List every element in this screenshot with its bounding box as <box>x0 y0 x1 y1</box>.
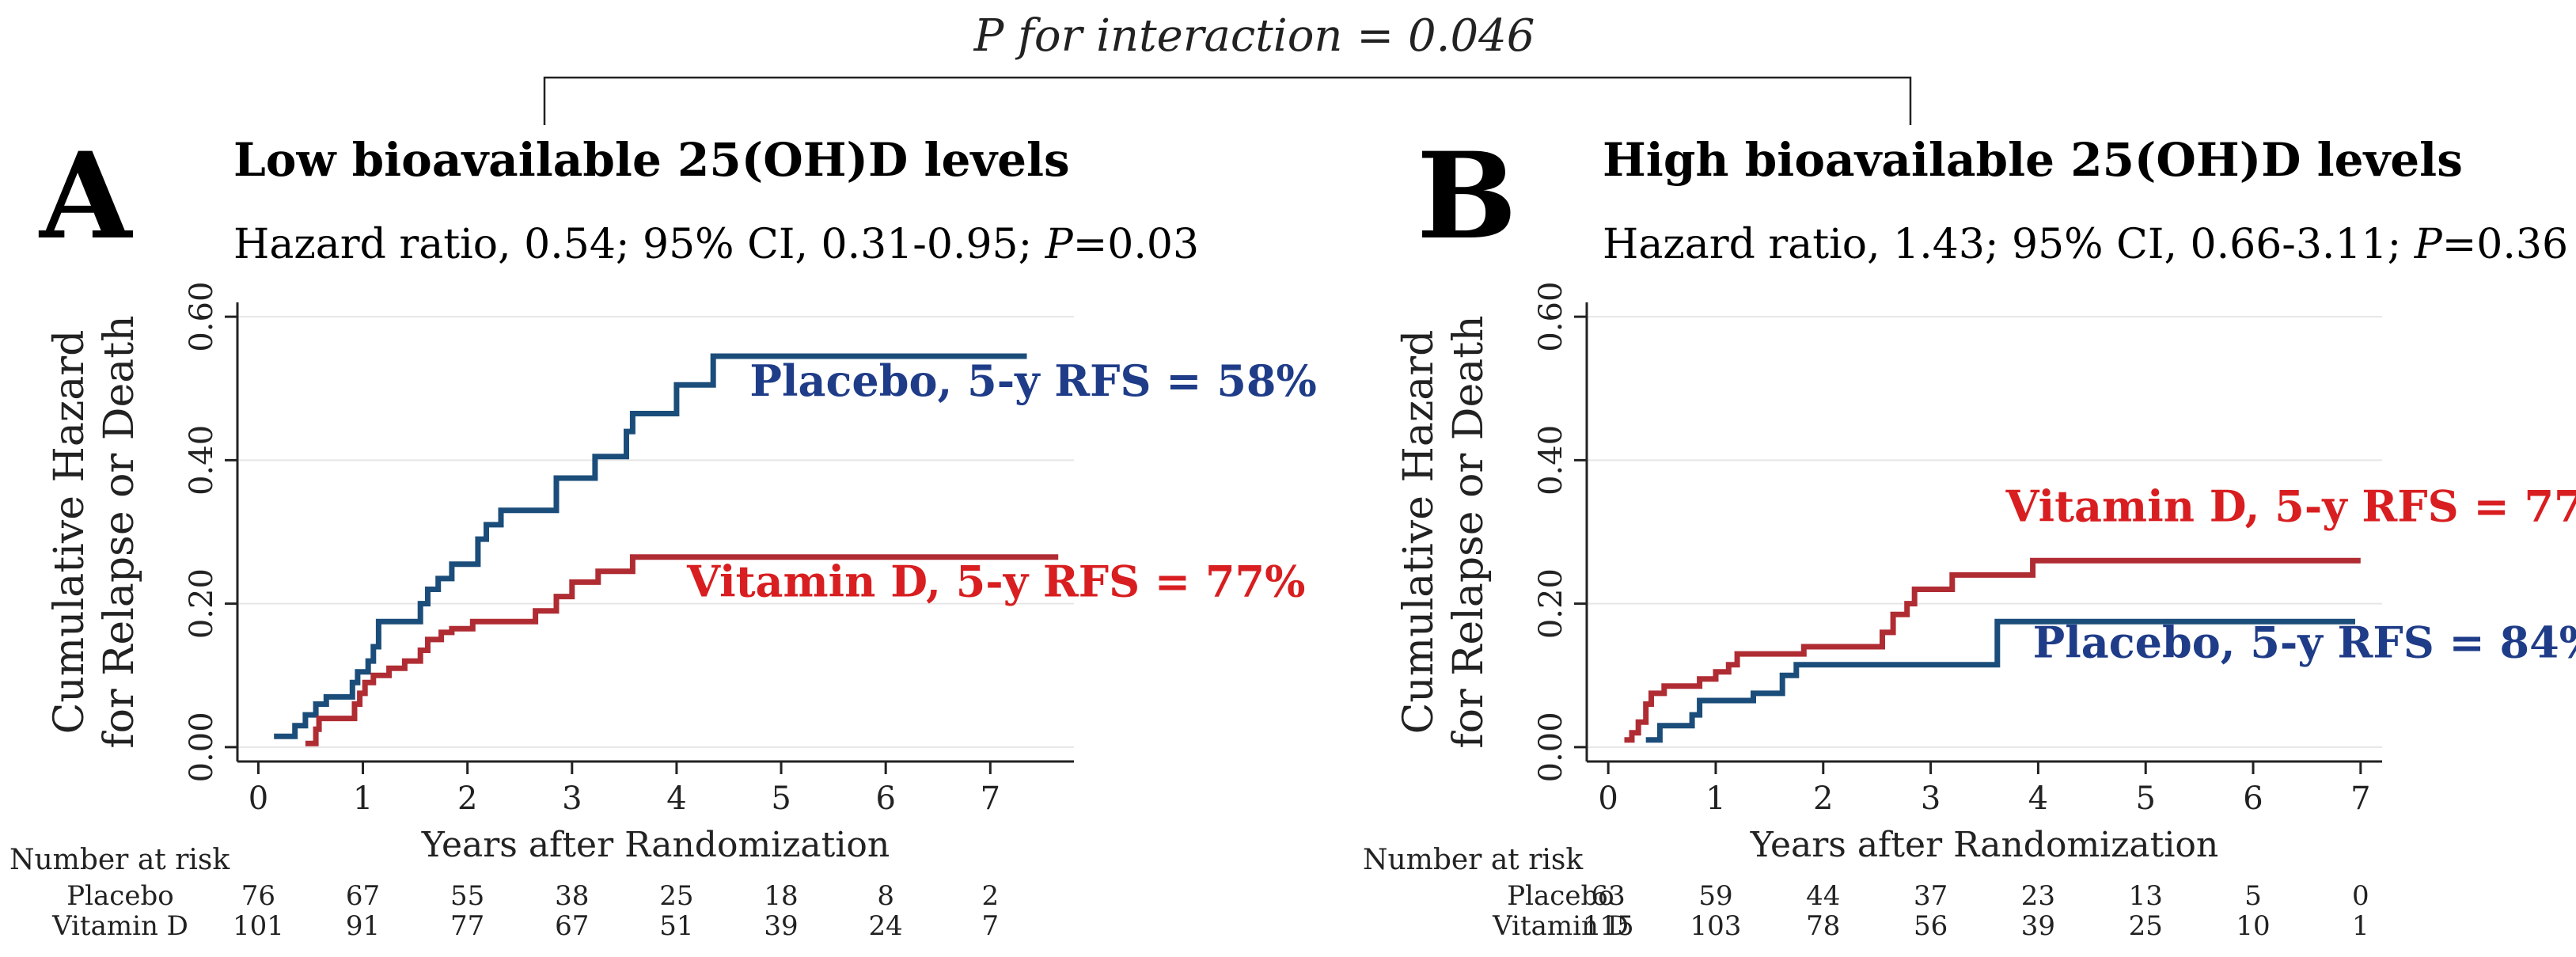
risk-count: 55 <box>450 880 484 912</box>
x-tick-label: 6 <box>2243 780 2263 817</box>
risk-count: 38 <box>555 880 589 912</box>
y-tick-label: 0.20 <box>184 568 220 639</box>
risk-count: 78 <box>1806 910 1840 942</box>
p-value: =0.36 <box>2442 221 2568 268</box>
y-tick-label: 0.00 <box>1533 712 1569 782</box>
x-tick-label: 6 <box>875 780 895 817</box>
hazard-ratio-prefix: Hazard ratio, 1.43; 95% CI, 0.66-3.11; <box>1603 221 2415 268</box>
risk-count: 5 <box>2244 880 2262 912</box>
y-tick-label: 0.40 <box>1533 425 1569 496</box>
y-axis-title-line1: Cumulative Hazard <box>1395 330 1443 735</box>
hazard-ratio-text: Hazard ratio, 0.54; 95% CI, 0.31-0.95; P… <box>233 221 1199 268</box>
risk-count: 115 <box>1583 910 1634 942</box>
risk-count: 91 <box>346 910 380 942</box>
risk-row-label: Placebo <box>1507 880 1614 912</box>
x-tick-label: 3 <box>1921 780 1941 817</box>
p-symbol: P <box>1045 221 1074 268</box>
x-tick-label: 2 <box>1813 780 1833 817</box>
y-axis-title-line1: Cumulative Hazard <box>46 330 93 735</box>
risk-count: 59 <box>1698 880 1732 912</box>
risk-count: 76 <box>241 880 275 912</box>
y-tick-label: 0.60 <box>184 282 220 352</box>
risk-count: 23 <box>2021 880 2055 912</box>
risk-count: 7 <box>981 910 999 942</box>
risk-count: 51 <box>659 910 693 942</box>
y-axis-title-line2: for Relapse or Death <box>96 315 143 748</box>
risk-count: 1 <box>2352 910 2369 942</box>
x-tick-label: 1 <box>353 780 373 817</box>
x-tick-label: 2 <box>457 780 477 817</box>
panel-title: High bioavailable 25(OH)D levels <box>1603 133 2463 187</box>
series-label-vitamin-d: Vitamin D, 5-y RFS = 77% <box>686 556 1305 607</box>
risk-count: 39 <box>2021 910 2055 942</box>
risk-count: 25 <box>659 880 693 912</box>
hazard-ratio-text: Hazard ratio, 1.43; 95% CI, 0.66-3.11; P… <box>1603 221 2568 268</box>
series-label-placebo: Placebo, 5-y RFS = 84% <box>2033 617 2576 668</box>
x-tick-label: 1 <box>1705 780 1725 817</box>
x-tick-label: 4 <box>2028 780 2048 817</box>
p-value: =0.03 <box>1073 221 1199 268</box>
risk-count: 0 <box>2352 880 2369 912</box>
x-axis-title: Years after Randomization <box>421 825 890 865</box>
risk-count: 77 <box>450 910 484 942</box>
y-tick-label: 0.40 <box>184 425 220 496</box>
risk-count: 24 <box>869 910 903 942</box>
risk-count: 56 <box>1914 910 1948 942</box>
risk-table-heading: Number at risk <box>9 844 230 876</box>
x-tick-label: 0 <box>1598 780 1618 817</box>
x-tick-label: 4 <box>666 780 686 817</box>
panel-letter: B <box>1417 127 1517 266</box>
panel-a: A Low bioavailable 25(OH)D levels Hazard r… <box>9 127 1317 942</box>
x-tick-label: 0 <box>248 780 268 817</box>
y-axis-title-line2: for Relapse or Death <box>1445 315 1493 748</box>
panel-letter: A <box>38 127 134 266</box>
y-tick-label: 0.60 <box>1533 282 1569 352</box>
panel-title: Low bioavailable 25(OH)D levels <box>233 133 1070 187</box>
risk-count: 67 <box>346 880 380 912</box>
series-label-vitamin-d: Vitamin D, 5-y RFS = 77% <box>2005 480 2576 531</box>
x-tick-label: 7 <box>981 780 1000 817</box>
x-tick-label: 5 <box>771 780 791 817</box>
x-tick-label: 7 <box>2350 780 2370 817</box>
risk-count: 13 <box>2129 880 2163 912</box>
x-axis-title: Years after Randomization <box>1750 825 2219 865</box>
series-label-placebo: Placebo, 5-y RFS = 58% <box>749 355 1316 406</box>
km-curve-placebo <box>1645 618 2355 743</box>
risk-count: 37 <box>1914 880 1948 912</box>
risk-count: 44 <box>1806 880 1840 912</box>
risk-count: 18 <box>764 880 798 912</box>
risk-row-label: Vitamin D <box>51 910 188 942</box>
risk-count: 67 <box>555 910 589 942</box>
interaction-bracket: P for interaction = 0.046 <box>543 10 1912 125</box>
interaction-label: P for interaction = 0.046 <box>973 10 1535 62</box>
risk-count: 8 <box>877 880 894 912</box>
km-curve-vitamin-d <box>305 554 1059 746</box>
risk-count: 39 <box>764 910 798 942</box>
risk-row-label: Vitamin D <box>1492 910 1629 942</box>
risk-count: 103 <box>1690 910 1742 942</box>
risk-count: 2 <box>981 880 999 912</box>
risk-count: 63 <box>1592 880 1626 912</box>
x-tick-label: 3 <box>562 780 582 817</box>
p-symbol: P <box>2414 221 2443 268</box>
risk-count: 25 <box>2129 910 2163 942</box>
risk-table-heading: Number at risk <box>1363 844 1584 876</box>
risk-count: 101 <box>233 910 284 942</box>
risk-count: 10 <box>2236 910 2270 942</box>
panel-b: B High bioavailable 25(OH)D levels Hazard … <box>1363 127 2576 942</box>
y-tick-label: 0.00 <box>184 712 220 782</box>
km-curve-vitamin-d <box>1624 557 2361 743</box>
y-tick-label: 0.20 <box>1533 568 1569 639</box>
x-tick-label: 5 <box>2135 780 2155 817</box>
hazard-ratio-prefix: Hazard ratio, 0.54; 95% CI, 0.31-0.95; <box>233 221 1045 268</box>
risk-row-label: Placebo <box>66 880 173 912</box>
km-curve-placebo <box>274 353 1027 739</box>
